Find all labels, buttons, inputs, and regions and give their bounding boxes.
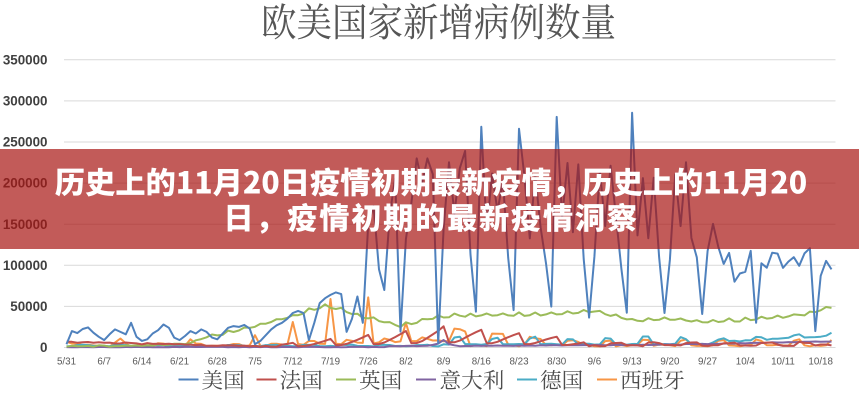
svg-text:6/21: 6/21 xyxy=(170,357,189,368)
svg-text:9/27: 9/27 xyxy=(698,357,717,368)
svg-text:7/26: 7/26 xyxy=(359,357,379,368)
svg-text:7/12: 7/12 xyxy=(283,357,302,368)
svg-text:7/5: 7/5 xyxy=(248,357,262,368)
svg-text:8/30: 8/30 xyxy=(547,357,567,368)
svg-text:9/20: 9/20 xyxy=(660,357,680,368)
svg-text:50000: 50000 xyxy=(10,299,47,314)
svg-text:9/6: 9/6 xyxy=(588,357,602,368)
svg-text:6/14: 6/14 xyxy=(132,357,152,368)
svg-text:7/19: 7/19 xyxy=(321,357,340,368)
svg-text:5/31: 5/31 xyxy=(57,357,76,368)
svg-text:6/7: 6/7 xyxy=(97,357,111,368)
svg-text:100000: 100000 xyxy=(3,258,48,273)
svg-text:300000: 300000 xyxy=(3,94,48,109)
svg-text:8/2: 8/2 xyxy=(399,357,413,368)
svg-text:250000: 250000 xyxy=(3,135,48,150)
svg-text:10/18: 10/18 xyxy=(808,357,833,368)
svg-text:8/9: 8/9 xyxy=(437,357,451,368)
svg-text:10/4: 10/4 xyxy=(736,357,756,368)
svg-text:8/23: 8/23 xyxy=(509,357,529,368)
svg-text:10/11: 10/11 xyxy=(771,357,795,368)
svg-text:350000: 350000 xyxy=(3,52,48,67)
svg-text:6/28: 6/28 xyxy=(208,357,228,368)
svg-text:8/16: 8/16 xyxy=(472,357,492,368)
svg-text:0: 0 xyxy=(40,340,47,355)
svg-text:9/13: 9/13 xyxy=(623,357,643,368)
